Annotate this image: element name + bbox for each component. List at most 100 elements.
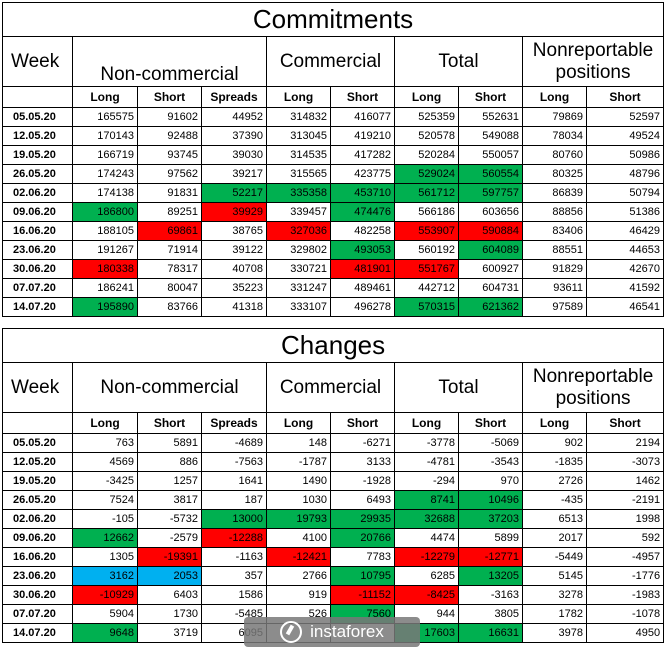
value-cell: 529024 bbox=[394, 164, 459, 184]
value-cell: 71914 bbox=[137, 240, 202, 260]
value-cell: 419210 bbox=[330, 126, 395, 146]
week-cell: 09.06.20 bbox=[2, 202, 73, 222]
value-cell: 570315 bbox=[394, 297, 459, 317]
value-cell: 180338 bbox=[72, 259, 138, 279]
value-cell: 3133 bbox=[330, 452, 395, 472]
value-cell: 4474 bbox=[394, 528, 459, 548]
value-cell: 195890 bbox=[72, 297, 138, 317]
value-cell: 331247 bbox=[266, 278, 331, 298]
value-cell: 597757 bbox=[458, 183, 523, 203]
column-header: Long bbox=[72, 412, 138, 434]
value-cell: -3543 bbox=[458, 452, 523, 472]
value-cell: 1490 bbox=[266, 471, 331, 491]
value-cell: 970 bbox=[458, 471, 523, 491]
value-cell: 550057 bbox=[458, 145, 523, 165]
value-cell: 4100 bbox=[266, 528, 331, 548]
value-cell: 97562 bbox=[137, 164, 202, 184]
value-cell: 89251 bbox=[137, 202, 202, 222]
table-row: 23.06.20 3162 2053 357 2766 10795 6285 13205 514… bbox=[2, 566, 665, 586]
value-cell: 2017 bbox=[522, 528, 587, 548]
value-cell: 333107 bbox=[266, 297, 331, 317]
value-cell: 83406 bbox=[522, 221, 587, 241]
week-cell: 05.05.20 bbox=[2, 107, 73, 127]
value-cell: 92488 bbox=[137, 126, 202, 146]
value-cell: 551767 bbox=[394, 259, 459, 279]
value-cell: -1776 bbox=[585, 566, 665, 586]
value-cell: 91602 bbox=[137, 107, 202, 127]
value-cell: -10929 bbox=[72, 585, 138, 605]
value-cell: 4569 bbox=[72, 452, 138, 472]
value-cell: 453710 bbox=[330, 183, 395, 203]
value-cell: 2726 bbox=[522, 471, 587, 491]
value-cell: -5449 bbox=[522, 547, 587, 567]
value-cell: 621362 bbox=[458, 297, 523, 317]
value-cell: 46541 bbox=[585, 297, 665, 317]
value-cell: 314535 bbox=[266, 145, 331, 165]
week-cell: 09.06.20 bbox=[2, 528, 73, 548]
value-cell: 335358 bbox=[266, 183, 331, 203]
value-cell: -6271 bbox=[330, 433, 395, 453]
value-cell: 329802 bbox=[266, 240, 331, 260]
value-cell: 5891 bbox=[137, 433, 202, 453]
value-cell: 9648 bbox=[72, 623, 138, 643]
value-cell: 553907 bbox=[394, 221, 459, 241]
value-cell: 603656 bbox=[458, 202, 523, 222]
value-cell: 1586 bbox=[201, 585, 267, 605]
group-commercial: Commercial bbox=[266, 362, 395, 413]
group-commercial: Commercial bbox=[266, 36, 395, 87]
value-cell: -12288 bbox=[201, 528, 267, 548]
value-cell: -4957 bbox=[585, 547, 665, 567]
value-cell: -12421 bbox=[266, 547, 331, 567]
value-cell: 46429 bbox=[585, 221, 665, 241]
week-cell: 16.06.20 bbox=[2, 221, 73, 241]
value-cell: 79869 bbox=[522, 107, 587, 127]
value-cell: 20766 bbox=[330, 528, 395, 548]
value-cell: -3163 bbox=[458, 585, 523, 605]
value-cell: 5904 bbox=[72, 604, 138, 624]
value-cell: 51386 bbox=[585, 202, 665, 222]
group-total: Total bbox=[394, 362, 523, 413]
changes-table: Changes Week Non-commercial Commercial T… bbox=[1, 328, 665, 643]
value-cell: 5145 bbox=[522, 566, 587, 586]
value-cell: 39122 bbox=[201, 240, 267, 260]
value-cell: -11152 bbox=[330, 585, 395, 605]
value-cell: 32688 bbox=[394, 509, 459, 529]
value-cell: 1305 bbox=[72, 547, 138, 567]
value-cell: 6493 bbox=[330, 490, 395, 510]
value-cell: 50794 bbox=[585, 183, 665, 203]
value-cell: 52597 bbox=[585, 107, 665, 127]
week-cell: 02.06.20 bbox=[2, 509, 73, 529]
value-cell: 600927 bbox=[458, 259, 523, 279]
group-noncommercial: Non-commercial bbox=[72, 362, 267, 413]
value-cell: 5899 bbox=[458, 528, 523, 548]
table-row: 05.05.20 763 5891 -4689 148 -6271 -3778 -5069 90… bbox=[2, 433, 665, 453]
column-header: Short bbox=[330, 86, 395, 108]
table-row: 12.05.20 4569 886 -7563 -1787 3133 -4781 -3543-… bbox=[2, 452, 665, 472]
value-cell: 339457 bbox=[266, 202, 331, 222]
table-row: 02.06.20 -105 -5732 13000 19793 29935 32688 372… bbox=[2, 509, 665, 529]
week-cell: 12.05.20 bbox=[2, 452, 73, 472]
value-cell: 41592 bbox=[585, 278, 665, 298]
column-header: Spreads bbox=[201, 86, 267, 108]
week-cell: 26.05.20 bbox=[2, 490, 73, 510]
value-cell: -1078 bbox=[585, 604, 665, 624]
value-cell: 886 bbox=[137, 452, 202, 472]
column-header: Long bbox=[394, 412, 459, 434]
value-cell: 416077 bbox=[330, 107, 395, 127]
value-cell: 69861 bbox=[137, 221, 202, 241]
value-cell: 39217 bbox=[201, 164, 267, 184]
subheader-blank bbox=[2, 412, 73, 434]
value-cell: 29935 bbox=[330, 509, 395, 529]
value-cell: 16631 bbox=[458, 623, 523, 643]
value-cell: 35223 bbox=[201, 278, 267, 298]
table-row: 09.06.20 12662 -2579 -12288 4100 20766 4474 589… bbox=[2, 528, 665, 548]
column-header: Short bbox=[137, 412, 202, 434]
value-cell: 170143 bbox=[72, 126, 138, 146]
value-cell: 93611 bbox=[522, 278, 587, 298]
value-cell: 357 bbox=[201, 566, 267, 586]
week-cell: 19.05.20 bbox=[2, 471, 73, 491]
column-header: Short bbox=[585, 412, 665, 434]
value-cell: 39929 bbox=[201, 202, 267, 222]
value-cell: 2053 bbox=[137, 566, 202, 586]
value-cell: -2191 bbox=[585, 490, 665, 510]
